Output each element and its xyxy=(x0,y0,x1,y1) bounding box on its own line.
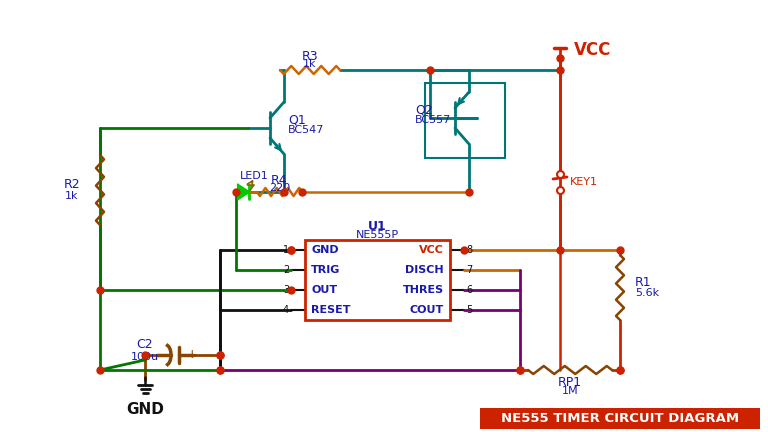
Text: GND: GND xyxy=(126,403,164,417)
Text: VCC: VCC xyxy=(574,41,611,59)
Bar xyxy=(425,83,505,158)
Text: 5.6k: 5.6k xyxy=(635,289,659,299)
Text: KEY1: KEY1 xyxy=(570,177,598,187)
Polygon shape xyxy=(238,185,249,199)
Text: R2: R2 xyxy=(64,178,81,191)
Text: 1k: 1k xyxy=(65,191,79,201)
Text: RP1: RP1 xyxy=(558,375,582,388)
Text: R3: R3 xyxy=(302,50,318,63)
Text: 7: 7 xyxy=(466,265,472,275)
Text: 1M: 1M xyxy=(561,386,578,396)
Text: LED1: LED1 xyxy=(240,171,269,181)
Text: 5: 5 xyxy=(466,305,472,315)
Bar xyxy=(480,408,760,429)
Text: 1k: 1k xyxy=(303,59,316,69)
Text: VCC: VCC xyxy=(419,245,444,255)
Text: NE555 TIMER CIRCUIT DIAGRAM: NE555 TIMER CIRCUIT DIAGRAM xyxy=(501,412,739,425)
Text: +: + xyxy=(187,349,197,362)
Text: DISCH: DISCH xyxy=(406,265,444,275)
Text: TRIG: TRIG xyxy=(311,265,340,275)
Text: COUT: COUT xyxy=(410,305,444,315)
Text: OUT: OUT xyxy=(311,285,337,295)
Text: THRES: THRES xyxy=(403,285,444,295)
Text: 3: 3 xyxy=(283,285,289,295)
Text: R4: R4 xyxy=(271,174,288,187)
Text: U1: U1 xyxy=(368,219,387,232)
Text: 2: 2 xyxy=(283,265,289,275)
Text: BC557: BC557 xyxy=(415,115,452,125)
Text: GND: GND xyxy=(311,245,339,255)
Text: 8: 8 xyxy=(466,245,472,255)
Bar xyxy=(305,240,450,320)
Text: C2: C2 xyxy=(137,339,154,352)
Text: 6: 6 xyxy=(466,285,472,295)
Text: RESET: RESET xyxy=(311,305,350,315)
Text: 1: 1 xyxy=(283,245,289,255)
Text: Q2: Q2 xyxy=(415,104,432,117)
Text: 100u: 100u xyxy=(131,352,159,362)
Text: R1: R1 xyxy=(635,276,651,289)
Text: Q1: Q1 xyxy=(288,114,306,127)
Text: 220: 220 xyxy=(269,183,290,193)
Text: NE555P: NE555P xyxy=(356,230,399,240)
Text: 4: 4 xyxy=(283,305,289,315)
Text: BC547: BC547 xyxy=(288,125,324,135)
